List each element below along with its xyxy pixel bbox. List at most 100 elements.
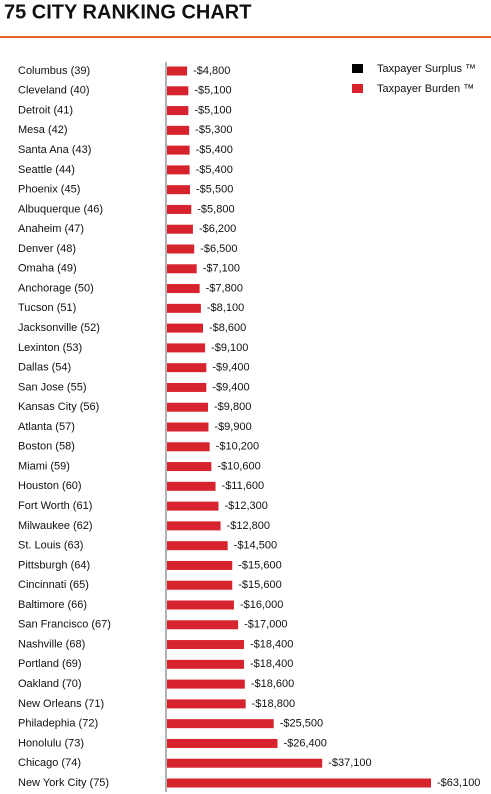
value-label: -$7,800 <box>206 282 243 294</box>
bar <box>167 462 212 472</box>
value-label: -$6,500 <box>200 243 237 255</box>
bar <box>167 303 201 313</box>
value-label: -$11,600 <box>222 480 265 492</box>
bar <box>167 699 246 709</box>
bar <box>167 323 203 333</box>
bar <box>167 541 228 551</box>
category-label: New York City (75) <box>18 777 109 789</box>
value-label: -$10,200 <box>216 441 259 453</box>
value-label: -$16,000 <box>240 599 283 611</box>
category-label: Columbus (39) <box>18 65 90 77</box>
bar <box>167 106 189 116</box>
value-label: -$25,500 <box>280 718 323 730</box>
legend-label: Taxpayer Burden ™ <box>377 83 474 95</box>
bar <box>167 442 210 452</box>
value-label: -$9,400 <box>212 362 249 374</box>
category-label: Dallas (54) <box>18 362 71 374</box>
bar <box>167 719 274 729</box>
bar <box>167 738 278 748</box>
bar <box>167 284 200 294</box>
value-label: -$9,100 <box>211 342 248 354</box>
category-label: Chicago (74) <box>18 757 81 769</box>
category-label: Milwaukee (62) <box>18 520 93 532</box>
category-label: Cincinnati (65) <box>18 579 89 591</box>
bar <box>167 600 234 610</box>
category-label: Fort Worth (61) <box>18 500 92 512</box>
category-label: Philadephia (72) <box>18 718 98 730</box>
bar <box>167 244 195 254</box>
chart-title: 75 CITY RANKING CHART <box>4 1 251 23</box>
value-label: -$8,600 <box>209 322 246 334</box>
category-label: Lexinton (53) <box>18 342 82 354</box>
value-label: -$6,200 <box>199 223 236 235</box>
value-label: -$5,500 <box>196 184 233 196</box>
value-label: -$5,400 <box>196 144 233 156</box>
value-label: -$15,600 <box>238 559 281 571</box>
bar <box>167 521 221 531</box>
category-label: San Francisco (67) <box>18 619 111 631</box>
bar <box>167 145 190 155</box>
category-label: New Orleans (71) <box>18 698 104 710</box>
value-label: -$12,300 <box>224 500 267 512</box>
value-label: -$63,100 <box>437 777 480 789</box>
category-label: Miami (59) <box>18 460 70 472</box>
value-label: -$18,400 <box>250 638 293 650</box>
bar <box>167 758 323 768</box>
legend-label: Taxpayer Surplus ™ <box>377 63 476 75</box>
bar <box>167 481 216 491</box>
category-label: Atlanta (57) <box>18 421 75 433</box>
category-label: Oakland (70) <box>18 678 82 690</box>
value-label: -$9,400 <box>212 381 249 393</box>
value-label: -$14,500 <box>234 540 277 552</box>
value-label: -$7,100 <box>203 263 240 275</box>
value-label: -$17,000 <box>244 619 287 631</box>
bar <box>167 165 190 175</box>
bar <box>167 402 209 412</box>
value-label: -$5,800 <box>197 203 234 215</box>
value-label: -$18,400 <box>250 658 293 670</box>
bar <box>167 501 219 511</box>
bar <box>167 422 209 432</box>
category-label: Denver (48) <box>18 243 76 255</box>
category-label: Houston (60) <box>18 480 82 492</box>
bar <box>167 640 244 650</box>
category-label: Pittsburgh (64) <box>18 559 90 571</box>
bar <box>167 560 233 570</box>
bar <box>167 679 245 689</box>
bar <box>167 264 197 274</box>
bar <box>167 659 244 669</box>
category-label: Anchorage (50) <box>18 282 94 294</box>
bar <box>167 778 431 788</box>
category-label: Boston (58) <box>18 441 75 453</box>
bar <box>167 580 233 590</box>
value-label: -$15,600 <box>238 579 281 591</box>
category-label: Cleveland (40) <box>18 85 90 97</box>
category-label: St. Louis (63) <box>18 540 83 552</box>
bar <box>167 125 190 135</box>
category-label: Albuquerque (46) <box>18 203 103 215</box>
value-label: -$5,400 <box>196 164 233 176</box>
bar <box>167 224 193 234</box>
category-label: Nashville (68) <box>18 638 85 650</box>
value-label: -$9,800 <box>214 401 251 413</box>
value-label: -$5,100 <box>194 85 231 97</box>
value-label: -$18,800 <box>252 698 295 710</box>
value-label: -$5,300 <box>195 124 232 136</box>
bar <box>167 620 239 630</box>
category-label: Detroit (41) <box>18 104 73 116</box>
category-label: Anaheim (47) <box>18 223 84 235</box>
value-label: -$9,900 <box>214 421 251 433</box>
bar <box>167 382 207 392</box>
category-label: Portland (69) <box>18 658 82 670</box>
category-label: San Jose (55) <box>18 381 86 393</box>
bar <box>167 185 191 195</box>
value-label: -$5,100 <box>194 104 231 116</box>
value-label: -$26,400 <box>283 737 326 749</box>
value-label: -$12,800 <box>227 520 270 532</box>
category-label: Phoenix (45) <box>18 184 80 196</box>
value-label: -$37,100 <box>328 757 371 769</box>
bar <box>167 86 189 96</box>
bar <box>167 343 206 353</box>
category-label: Mesa (42) <box>18 124 68 136</box>
